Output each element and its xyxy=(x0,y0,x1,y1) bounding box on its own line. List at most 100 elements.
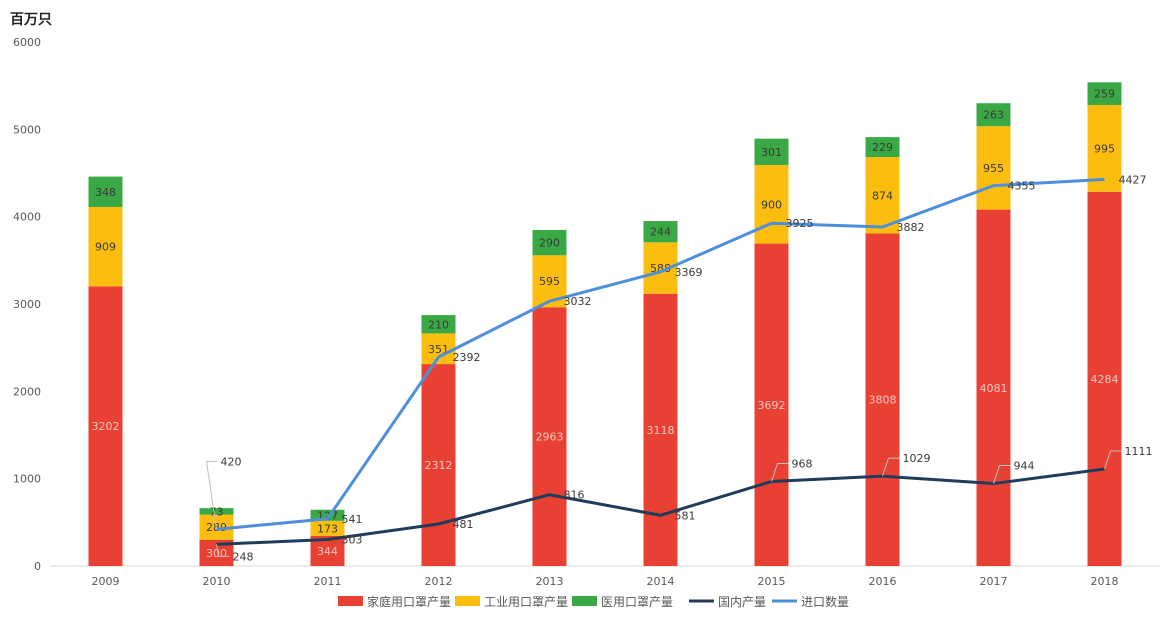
bar-segment xyxy=(643,221,678,243)
y-tick-label: 3000 xyxy=(13,298,41,311)
bar-data-label: 3692 xyxy=(758,399,786,412)
line-data-label: 3369 xyxy=(675,266,703,279)
line-data-label: 1111 xyxy=(1125,445,1153,458)
bar-segment xyxy=(421,364,456,566)
bar-segment xyxy=(199,508,234,515)
bar-segment xyxy=(532,307,567,566)
line-data-label: 3882 xyxy=(897,221,925,234)
data-label-leader-line xyxy=(216,544,230,557)
bar-data-label: 4284 xyxy=(1091,373,1119,386)
bar-segment xyxy=(88,206,123,287)
bar-segment xyxy=(421,315,456,334)
line-series-path xyxy=(216,467,1105,546)
bar-data-label: 300 xyxy=(206,547,227,560)
bar-data-label: 3202 xyxy=(92,420,120,433)
line-data-label: 4355 xyxy=(1008,180,1036,193)
line-data-label: 481 xyxy=(453,518,474,531)
line-data-label: 541 xyxy=(342,513,363,526)
bar-segment xyxy=(1087,191,1122,566)
y-tick-label: 0 xyxy=(34,560,41,573)
data-label-leader-line xyxy=(882,457,900,477)
bar-data-label: 229 xyxy=(872,141,893,154)
data-label-leader-line xyxy=(205,460,218,530)
legend-item-label: 工业用口罩产量 xyxy=(484,595,568,609)
bar-data-label: 259 xyxy=(1094,88,1115,101)
line-data-label: 816 xyxy=(564,489,585,502)
legend-item-label: 家庭用口罩产量 xyxy=(367,594,451,609)
legend-swatch xyxy=(455,596,480,606)
bar-data-label: 344 xyxy=(317,545,338,558)
bar-segment xyxy=(976,209,1011,567)
x-tick-label: 2018 xyxy=(1091,575,1119,588)
bar-segment xyxy=(1087,104,1122,192)
bar-segment xyxy=(1087,82,1122,105)
y-tick-label: 2000 xyxy=(13,385,41,398)
bar-segment xyxy=(310,509,345,521)
line-data-label: 3032 xyxy=(564,295,592,308)
bar-data-label: 244 xyxy=(650,226,671,239)
bar-segment xyxy=(976,126,1011,210)
bar-data-label: 2963 xyxy=(536,431,564,444)
bar-data-label: 348 xyxy=(95,186,116,199)
bar-data-label: 173 xyxy=(317,522,338,535)
bar-data-label: 263 xyxy=(983,109,1004,122)
bar-data-label: 995 xyxy=(1094,142,1115,155)
bar-data-label: 3118 xyxy=(647,424,675,437)
line-data-label: 3925 xyxy=(786,217,814,230)
bar-data-label: 210 xyxy=(428,318,449,331)
line-data-label: 581 xyxy=(675,509,696,522)
data-label-leader-line xyxy=(1104,450,1122,470)
bar-data-label: 2312 xyxy=(425,459,453,472)
x-tick-label: 2012 xyxy=(425,575,453,588)
bar-data-label: 909 xyxy=(95,241,116,254)
bar-segment xyxy=(532,229,567,256)
x-tick-label: 2009 xyxy=(92,575,120,588)
bar-segment xyxy=(865,137,900,158)
bar-data-label: 73 xyxy=(210,505,224,518)
legend-item-label: 进口数量 xyxy=(801,594,849,609)
bar-segment xyxy=(865,233,900,566)
x-tick-label: 2013 xyxy=(536,575,564,588)
data-label-leader-line xyxy=(771,462,789,482)
x-tick-label: 2014 xyxy=(647,575,675,588)
line-data-label: 2392 xyxy=(453,351,481,364)
bar-data-label: 301 xyxy=(761,146,782,159)
y-unit-label: 百万只 xyxy=(10,12,52,28)
x-tick-label: 2017 xyxy=(980,575,1008,588)
bar-segment xyxy=(754,164,789,244)
x-tick-label: 2011 xyxy=(314,575,342,588)
y-tick-label: 1000 xyxy=(13,473,41,486)
legend-swatch xyxy=(572,596,597,606)
bar-data-label: 3808 xyxy=(869,394,897,407)
y-tick-label: 4000 xyxy=(13,211,41,224)
bar-data-label: 351 xyxy=(428,343,449,356)
x-tick-label: 2010 xyxy=(203,575,231,588)
legend-item-label: 医用口罩产量 xyxy=(601,595,673,609)
legend-swatch xyxy=(338,596,363,606)
x-tick-label: 2015 xyxy=(758,575,786,588)
bar-segment xyxy=(88,176,123,207)
x-tick-label: 2016 xyxy=(869,575,897,588)
bar-data-label: 874 xyxy=(872,189,893,202)
bar-data-label: 900 xyxy=(761,198,782,211)
bar-segment xyxy=(310,520,345,536)
line-data-label: 968 xyxy=(792,457,813,470)
line-data-label: 1029 xyxy=(903,452,931,465)
y-tick-label: 5000 xyxy=(13,123,41,136)
y-tick-label: 6000 xyxy=(13,36,41,49)
bar-data-label: 4081 xyxy=(980,382,1008,395)
bar-data-label: 290 xyxy=(539,237,560,250)
line-data-label: 4427 xyxy=(1119,173,1147,186)
line-data-label: 248 xyxy=(233,550,254,563)
bar-data-label: 955 xyxy=(983,162,1004,175)
bar-segment xyxy=(865,157,900,234)
line-series-path xyxy=(216,177,1105,531)
bar-data-label: 595 xyxy=(539,275,560,288)
legend-item-label: 国内产量 xyxy=(718,595,766,609)
line-data-label: 944 xyxy=(1014,460,1035,473)
bar-segment xyxy=(976,103,1011,127)
bar-segment xyxy=(643,293,678,566)
line-data-label: 420 xyxy=(221,455,242,468)
